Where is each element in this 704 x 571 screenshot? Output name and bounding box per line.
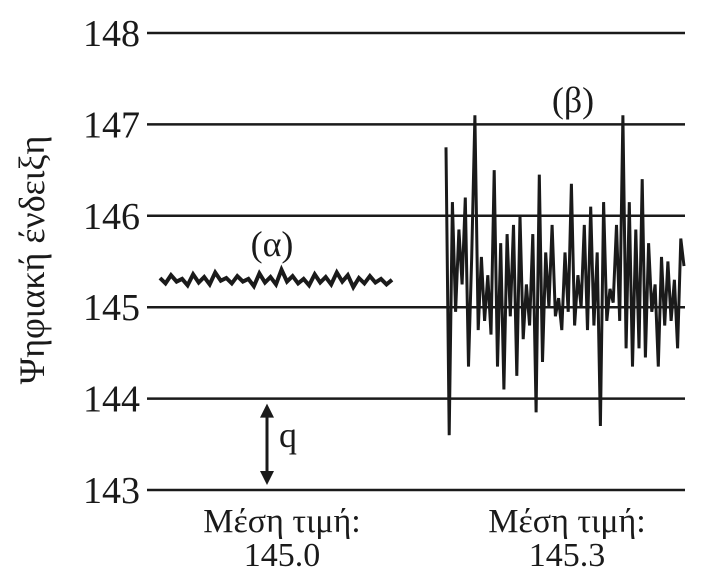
y-tick-label-148: 148 <box>83 13 140 55</box>
series-a-label: (α) <box>251 224 294 264</box>
y-tick-label-145: 145 <box>83 287 140 329</box>
y-tick-labels: 143 144 145 146 147 148 <box>83 13 140 512</box>
series-a-mean-value: 145.0 <box>244 537 321 571</box>
y-tick-label-143: 143 <box>83 470 140 512</box>
y-tick-label-147: 147 <box>83 104 140 146</box>
series-b-mean-value: 145.3 <box>529 537 606 571</box>
series-group <box>158 115 686 436</box>
q-label: q <box>279 415 297 455</box>
series-b-label: (β) <box>552 80 594 120</box>
q-arrow-head-up <box>260 403 274 418</box>
y-tick-label-144: 144 <box>83 379 140 421</box>
quantization-step-marker <box>260 403 274 485</box>
series-b-mean-label: Μέση τιμή: <box>488 503 645 540</box>
series-line-a <box>158 264 394 292</box>
q-arrow-head-down <box>260 471 274 485</box>
y-axis-label: Ψηφιακή ένδειξη <box>12 136 52 385</box>
gridlines <box>147 31 685 492</box>
y-tick-label-146: 146 <box>83 196 140 238</box>
series-a-mean-label: Μέση τιμή: <box>203 503 360 540</box>
series-line-b <box>444 115 686 436</box>
